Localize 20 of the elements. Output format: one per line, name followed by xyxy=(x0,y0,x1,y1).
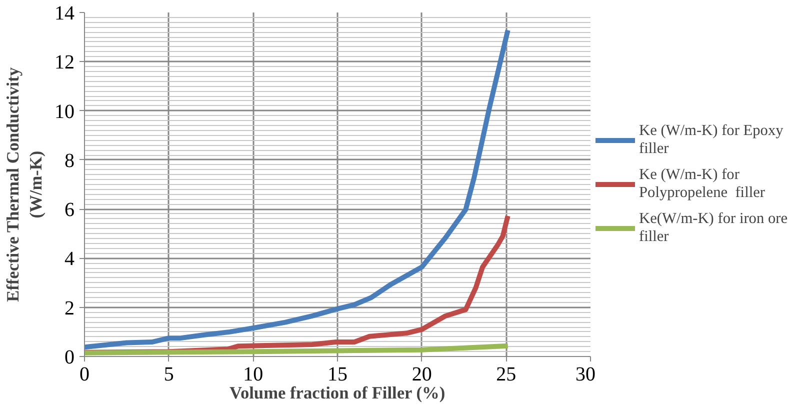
y-tick-label: 4 xyxy=(64,248,74,270)
y-axis-title: Effective Thermal Conductivity (W/m-K) xyxy=(4,67,46,302)
x-tick-label: 30 xyxy=(576,364,596,386)
legend-label: Ke (W/m-K) for Epoxy filler xyxy=(639,122,784,158)
y-tick-label: 6 xyxy=(64,199,74,222)
y-tick-label: 14 xyxy=(54,2,74,24)
x-tick-label: 25 xyxy=(496,364,516,386)
y-tick-label: 2 xyxy=(64,297,74,320)
legend-label: Ke(W/m-K) for iron ore filler xyxy=(639,210,788,246)
y-tick-label: 10 xyxy=(54,100,74,123)
x-tick-label: 0 xyxy=(80,364,90,386)
x-tick-label: 10 xyxy=(243,364,264,386)
x-tick-label: 20 xyxy=(412,364,432,386)
x-axis-title: Volume fraction of Filler (%) xyxy=(230,384,446,402)
x-tick-label: 5 xyxy=(164,364,174,386)
y-tick-label: 0 xyxy=(64,346,74,368)
legend-label: Ke (W/m-K) for Polypropelene filler xyxy=(639,166,765,202)
y-tick-label: 8 xyxy=(64,150,74,172)
x-tick-label: 15 xyxy=(328,364,348,386)
y-tick-label: 12 xyxy=(54,52,74,74)
